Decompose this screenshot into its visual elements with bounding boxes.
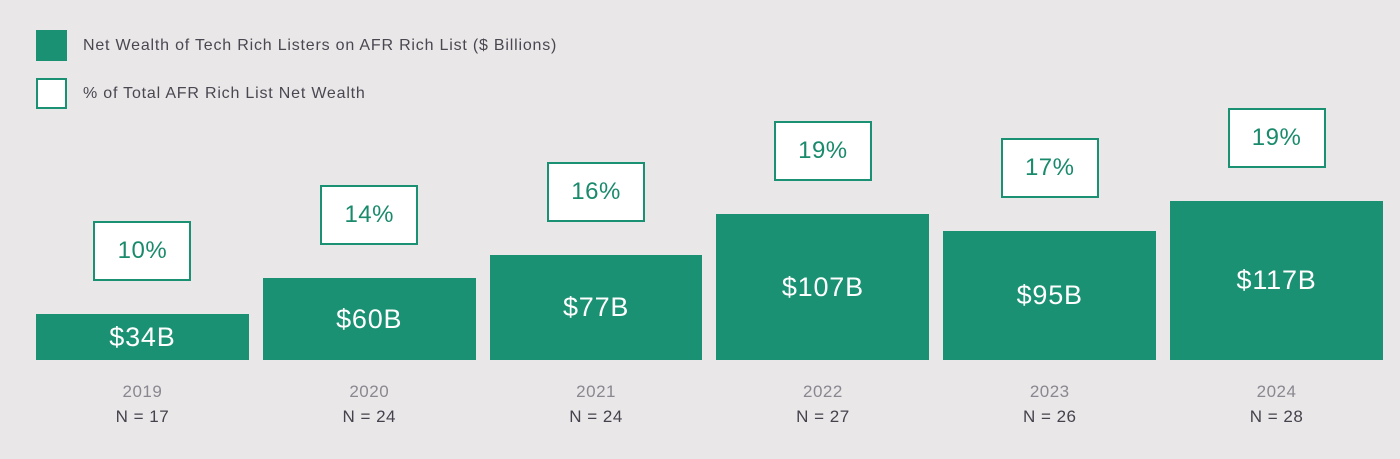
n-count-label: N = 24 xyxy=(569,407,623,426)
n-count-label: N = 24 xyxy=(342,407,397,426)
wealth-bar: $60B xyxy=(262,278,476,360)
bar-chart: 10% $34B 2019 N = 17 14% $60B 2020 N = 2… xyxy=(36,0,1383,459)
year-label: 2021 xyxy=(576,382,616,401)
wealth-bar: $95B xyxy=(943,231,1157,360)
chart-column: 19% $117B 2024 N = 28 xyxy=(1170,108,1383,427)
n-count-label: N = 28 xyxy=(1249,407,1304,426)
chart-column: 19% $107B 2022 N = 27 xyxy=(716,121,930,427)
wealth-bar: $117B xyxy=(1170,201,1383,360)
wealth-bar: $107B xyxy=(716,214,930,360)
percent-label-box: 14% xyxy=(320,185,419,245)
percent-label-box: 16% xyxy=(547,162,646,222)
legend-item-net-wealth: Net Wealth of Tech Rich Listers on AFR R… xyxy=(36,30,557,61)
percent-value: 19% xyxy=(798,137,848,164)
wealth-bar: $34B xyxy=(36,314,249,360)
n-count-label: N = 27 xyxy=(796,407,850,426)
wealth-value: $107B xyxy=(781,271,864,302)
n-count-label: N = 17 xyxy=(115,407,170,426)
percent-label-box: 17% xyxy=(1000,138,1099,198)
chart-column: 16% $77B 2021 N = 24 xyxy=(489,162,703,427)
wealth-value: $117B xyxy=(1236,265,1317,295)
year-label: 2022 xyxy=(802,382,843,401)
percent-value: 17% xyxy=(1024,154,1075,181)
chart-column: 17% $95B 2023 N = 26 xyxy=(943,138,1157,427)
chart-column: 14% $60B 2020 N = 24 xyxy=(262,185,476,427)
percent-label-box: 19% xyxy=(773,121,872,181)
legend-item-percent: % of Total AFR Rich List Net Wealth xyxy=(36,78,557,109)
wealth-bar: $77B xyxy=(489,255,703,360)
legend-label-percent: % of Total AFR Rich List Net Wealth xyxy=(83,84,366,102)
year-label: 2019 xyxy=(122,382,163,401)
wealth-value: $95B xyxy=(1016,280,1083,310)
wealth-value: $77B xyxy=(562,292,630,322)
year-label: 2023 xyxy=(1029,382,1070,401)
year-label: 2020 xyxy=(349,382,390,401)
percent-value: 10% xyxy=(117,237,168,264)
percent-value: 14% xyxy=(344,201,394,228)
legend-filled-square-icon xyxy=(36,30,67,61)
chart-column: 10% $34B 2019 N = 17 xyxy=(36,221,249,427)
year-label: 2024 xyxy=(1256,382,1297,401)
n-count-label: N = 26 xyxy=(1022,407,1077,426)
wealth-value: $60B xyxy=(336,303,403,334)
chart-legend: Net Wealth of Tech Rich Listers on AFR R… xyxy=(36,30,557,109)
percent-label-box: 19% xyxy=(1227,108,1326,168)
percent-label-box: 10% xyxy=(93,221,192,281)
legend-label-net-wealth: Net Wealth of Tech Rich Listers on AFR R… xyxy=(83,36,558,54)
percent-value: 19% xyxy=(1251,124,1302,151)
percent-value: 16% xyxy=(571,178,621,205)
legend-outlined-square-icon xyxy=(36,78,67,109)
wealth-value: $34B xyxy=(109,321,176,352)
